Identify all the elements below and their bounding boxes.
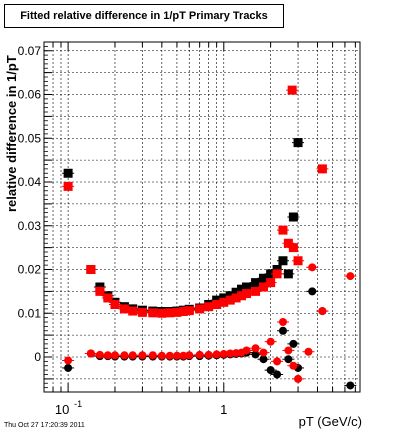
data-point-square (259, 282, 269, 292)
data-point-circle (259, 355, 268, 364)
data-point-square (86, 265, 96, 274)
data-point-square (165, 308, 175, 318)
data-point-circle (195, 350, 204, 359)
data-point-square (251, 278, 261, 288)
data-point-square (266, 269, 276, 279)
data-point-square (242, 289, 252, 299)
data-point-square (266, 278, 276, 288)
data-point-square (278, 256, 288, 266)
data-point-square (103, 293, 113, 303)
data-point-square (231, 293, 241, 303)
data-point-square (251, 286, 261, 296)
y-tick-label: 0.04 (18, 175, 42, 189)
data-point-circle (110, 351, 119, 360)
data-point-circle (242, 346, 251, 355)
data-point-circle (346, 272, 355, 281)
y-tick-label: 0.05 (18, 131, 42, 145)
data-point-circle (103, 351, 112, 360)
data-point-square (178, 307, 188, 316)
data-point-circle (289, 361, 298, 370)
timestamp: Thu Oct 27 17:20:39 2011 (4, 422, 85, 429)
data-point-circle (273, 357, 282, 366)
data-point-square (242, 282, 252, 292)
data-point-circle (157, 351, 166, 360)
data-point-circle (185, 351, 194, 360)
data-point-circle (64, 363, 73, 372)
data-point-square (293, 138, 303, 148)
data-point-square (287, 85, 297, 95)
data-point-square (293, 256, 303, 266)
data-point-square (157, 308, 167, 318)
x-axis-label: pT (GeV/c) (298, 414, 362, 429)
data-point-square (237, 291, 247, 301)
data-point-square (137, 307, 147, 317)
data-point-circle (289, 339, 298, 348)
data-point-square (278, 225, 288, 235)
data-point-circle (284, 346, 293, 355)
data-point-circle (304, 347, 313, 356)
data-point-circle (148, 351, 157, 360)
y-tick-label: 0 (34, 350, 41, 364)
data-point-circle (212, 350, 221, 359)
data-point-circle (165, 351, 174, 360)
data-point-square (63, 168, 73, 178)
data-point-circle (278, 318, 287, 326)
data-point-circle (273, 370, 282, 379)
data-point-square (317, 164, 327, 174)
data-point-circle (266, 366, 275, 375)
data-point-square (172, 307, 182, 317)
y-tick-label: 0.01 (18, 306, 42, 320)
data-point-circle (128, 351, 137, 360)
y-tick-label: 0.06 (18, 88, 42, 102)
data-point-square (219, 297, 229, 307)
data-point-square (184, 306, 194, 316)
chart-title-box: Fitted relative difference in 1/pT Prima… (4, 4, 284, 28)
data-point-square (95, 286, 105, 296)
data-point-square (110, 300, 120, 309)
data-point-circle (284, 355, 293, 364)
data-point-square (119, 304, 129, 314)
data-point-circle (120, 351, 129, 360)
data-point-circle (294, 374, 303, 383)
data-point-square (259, 273, 269, 283)
data-point-circle (259, 348, 268, 357)
data-point-square (204, 302, 214, 312)
y-tick-label: 0.03 (18, 219, 42, 233)
data-point-circle (308, 263, 317, 272)
data-point-circle (346, 381, 355, 390)
data-point-circle (204, 350, 213, 359)
x-tick-label-exponent: -1 (74, 399, 82, 409)
data-point-circle (219, 349, 228, 358)
x-tick-label: 1 (220, 402, 227, 417)
data-point-square (272, 269, 282, 279)
y-tick-label: 0.07 (18, 44, 42, 58)
y-tick-label: 0.02 (18, 263, 42, 277)
data-point-square (237, 284, 247, 294)
chart-title: Fitted relative difference in 1/pT Prima… (20, 10, 268, 22)
data-point-square (195, 304, 205, 314)
data-point-circle (86, 349, 95, 358)
data-point-circle (251, 344, 260, 353)
data-point-square (212, 300, 222, 309)
data-point-circle (278, 326, 287, 335)
data-point-circle (95, 350, 104, 359)
data-point-circle (138, 351, 147, 360)
data-point-square (283, 238, 293, 248)
data-point-square (288, 212, 298, 222)
data-point-circle (308, 287, 317, 296)
data-point-square (128, 306, 138, 316)
data-point-circle (266, 337, 275, 346)
data-point-square (225, 295, 235, 305)
data-point-circle (64, 356, 73, 365)
data-point-square (63, 181, 73, 191)
data-point-square (288, 243, 298, 253)
data-point-square (283, 269, 293, 279)
data-point-square (231, 287, 241, 297)
data-point-circle (318, 307, 327, 316)
data-point-circle (172, 351, 181, 360)
x-tick-label: 10 (55, 402, 69, 417)
data-point-square (148, 308, 158, 318)
y-axis-label: relative difference in 1/pT (4, 55, 19, 212)
